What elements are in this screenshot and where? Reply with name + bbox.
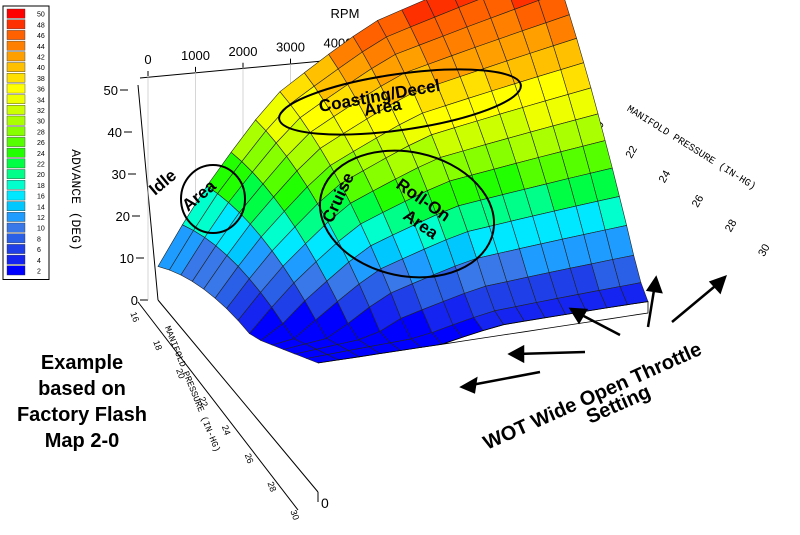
legend-swatch (6, 105, 26, 115)
color-legend: 5048464442403836343230282624222018161412… (2, 5, 50, 280)
x-tick-label: 0 (144, 52, 151, 67)
z-tick-label: 30 (112, 167, 126, 182)
legend-swatch (6, 169, 26, 179)
legend-label: 16 (37, 194, 45, 201)
z-axis-title: ADVANCE (DEG) (68, 149, 83, 250)
legend-label: 28 (37, 129, 45, 136)
y-tick-label-front: 18 (151, 339, 164, 352)
z-tick-label: 20 (116, 209, 130, 224)
legend-label: 2 (37, 269, 41, 276)
legend-swatch (6, 30, 26, 40)
legend-label: 10 (37, 226, 45, 233)
legend-label: 50 (37, 12, 45, 19)
y-tick-label-right: 30 (756, 242, 773, 259)
note-line-3: Factory Flash (17, 404, 147, 426)
coasting-ellipse (278, 68, 522, 136)
legend-swatch (6, 190, 26, 201)
legend-label: 6 (37, 247, 41, 254)
legend-swatch (6, 179, 26, 190)
x-tick-label: 2000 (229, 44, 258, 59)
y-tick-label-front: 20 (174, 367, 187, 380)
legend-label: 42 (37, 55, 45, 62)
legend-label: 48 (37, 22, 45, 29)
surface-edge (317, 301, 649, 364)
surface-mesh (157, 0, 649, 364)
y-tick-label-front: 24 (220, 424, 233, 437)
note-line-2: based on (38, 378, 126, 400)
x-tick-label: 3000 (276, 40, 305, 55)
legend-label: 26 (37, 140, 45, 147)
legend-swatch (6, 244, 26, 254)
y-axis-title-front: MANIFOLD PRESSURE (IN-HG) (162, 325, 222, 454)
z-tick-label: 50 (104, 83, 118, 98)
legend-swatch (6, 126, 26, 137)
legend-label: 8 (37, 236, 41, 243)
legend-label: 22 (37, 162, 45, 169)
z-tick-label: 40 (108, 125, 122, 140)
y-axis-title-right: MANIFOLD PRESSURE (IN-HG) (624, 103, 758, 193)
z-tick-label: 10 (120, 251, 134, 266)
cruise-rollon-ellipse (318, 149, 496, 279)
legend-label: 12 (37, 215, 45, 222)
legend-swatch (6, 115, 26, 126)
front-corner-label: 0 (321, 495, 329, 511)
legend-label: 34 (37, 97, 45, 104)
legend-label: 20 (37, 172, 45, 179)
idle-ellipse (180, 164, 246, 234)
legend-label: 14 (37, 204, 45, 211)
legend-swatch (6, 254, 26, 265)
y-tick-label-front: 16 (128, 311, 141, 324)
legend-label: 32 (37, 108, 45, 115)
legend-swatch (6, 83, 26, 94)
y-tick-label-right: 28 (723, 218, 740, 235)
example-note: Example based on Factory Flash Map 2-0 (17, 352, 147, 452)
legend-label: 30 (37, 119, 45, 126)
note-line-1: Example (41, 352, 123, 374)
y-tick-label-right: 22 (624, 144, 641, 161)
legend-label: 38 (37, 76, 45, 83)
legend-swatch (6, 51, 26, 62)
legend-label: 40 (37, 65, 45, 72)
y-tick-label-front: 22 (197, 395, 210, 408)
legend-swatch (6, 94, 26, 104)
legend-swatch (6, 233, 26, 244)
x-axis-title: RPM (331, 6, 360, 21)
legend-label: 4 (37, 258, 41, 265)
legend-swatch (6, 62, 26, 72)
y-tick-label-right: 24 (657, 168, 674, 185)
x-tick-label: 1000 (181, 48, 210, 63)
legend-swatch (6, 201, 26, 212)
legend-swatch (6, 265, 26, 276)
y-tick-label-front: 30 (288, 509, 301, 522)
idle-label-1: Idle (145, 166, 180, 199)
legend-label: 36 (37, 87, 45, 94)
y-tick-label-front: 28 (266, 480, 279, 493)
legend-swatch (6, 147, 26, 158)
legend-label: 24 (37, 151, 45, 158)
legend-swatch (6, 158, 26, 169)
wot-arrows (459, 274, 727, 394)
z-tick-label: 0 (131, 293, 138, 308)
legend-label: 18 (37, 183, 45, 190)
legend-swatch (6, 212, 26, 222)
legend-label: 44 (37, 44, 45, 51)
y-tick-label-front: 26 (243, 452, 256, 465)
legend-swatch (6, 8, 26, 19)
note-line-4: Map 2-0 (45, 430, 119, 452)
legend-swatch (6, 19, 26, 30)
legend-swatch (6, 40, 26, 51)
legend-swatch (6, 222, 26, 233)
legend-swatch (6, 137, 26, 147)
legend-swatch (6, 72, 26, 83)
y-tick-label-right: 26 (690, 193, 707, 210)
legend-label: 46 (37, 33, 45, 40)
